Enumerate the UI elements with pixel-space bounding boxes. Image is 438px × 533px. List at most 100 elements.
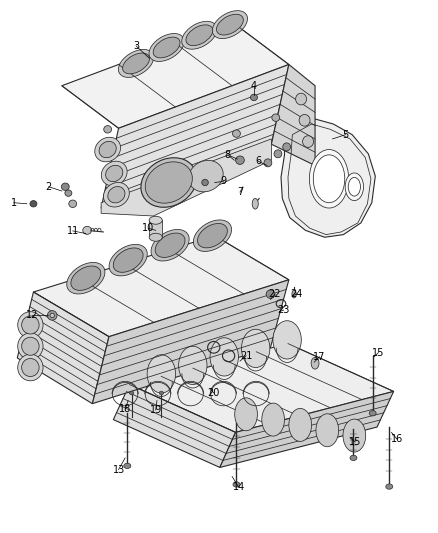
Ellipse shape (216, 14, 244, 35)
Ellipse shape (47, 311, 57, 320)
Ellipse shape (233, 482, 240, 487)
Text: 11: 11 (67, 226, 79, 236)
Polygon shape (281, 117, 375, 237)
Ellipse shape (283, 143, 290, 151)
Ellipse shape (299, 115, 310, 126)
Polygon shape (272, 64, 315, 165)
Text: 21: 21 (240, 351, 252, 361)
Ellipse shape (69, 200, 77, 207)
Text: 8: 8 (225, 150, 231, 160)
Ellipse shape (179, 346, 207, 384)
Ellipse shape (193, 220, 232, 252)
Ellipse shape (155, 233, 185, 257)
Polygon shape (33, 236, 289, 337)
Text: 7: 7 (237, 187, 243, 197)
Ellipse shape (123, 53, 149, 74)
Ellipse shape (210, 338, 238, 376)
Polygon shape (101, 139, 272, 216)
Ellipse shape (241, 329, 270, 368)
Ellipse shape (149, 233, 162, 241)
Ellipse shape (103, 182, 129, 207)
Ellipse shape (145, 162, 192, 203)
Text: 1: 1 (11, 198, 17, 208)
Ellipse shape (104, 126, 112, 133)
Ellipse shape (272, 114, 280, 122)
Ellipse shape (273, 321, 301, 359)
Ellipse shape (369, 410, 376, 416)
Ellipse shape (311, 358, 319, 369)
Ellipse shape (106, 165, 123, 182)
Ellipse shape (303, 136, 314, 148)
Ellipse shape (309, 150, 349, 208)
Ellipse shape (71, 266, 101, 290)
Ellipse shape (61, 183, 69, 190)
Ellipse shape (274, 150, 282, 158)
Ellipse shape (18, 312, 43, 338)
Ellipse shape (118, 50, 154, 77)
Ellipse shape (233, 130, 240, 138)
Ellipse shape (151, 230, 189, 261)
Ellipse shape (83, 227, 92, 235)
Ellipse shape (350, 455, 357, 461)
Text: 10: 10 (142, 223, 154, 233)
Text: 9: 9 (220, 176, 226, 187)
Text: 19: 19 (149, 405, 162, 415)
Ellipse shape (113, 248, 143, 272)
Ellipse shape (292, 290, 296, 298)
Ellipse shape (21, 316, 39, 334)
Ellipse shape (95, 138, 120, 162)
Ellipse shape (198, 223, 227, 248)
Ellipse shape (343, 419, 366, 452)
Ellipse shape (159, 391, 163, 395)
Ellipse shape (316, 414, 339, 447)
Ellipse shape (262, 403, 285, 436)
Text: 4: 4 (251, 81, 257, 91)
Text: 17: 17 (313, 352, 325, 362)
Ellipse shape (236, 156, 244, 165)
Text: 3: 3 (133, 41, 139, 51)
Text: 24: 24 (290, 289, 303, 299)
Ellipse shape (67, 262, 105, 294)
Ellipse shape (21, 337, 39, 356)
Text: 6: 6 (255, 156, 261, 166)
Polygon shape (17, 292, 109, 403)
Ellipse shape (252, 198, 258, 209)
Ellipse shape (202, 179, 208, 185)
Ellipse shape (18, 354, 43, 381)
Text: 18: 18 (119, 404, 131, 414)
Text: 16: 16 (391, 434, 403, 445)
Text: 13: 13 (113, 465, 125, 474)
Text: 15: 15 (372, 348, 385, 358)
Text: 14: 14 (233, 482, 245, 492)
Ellipse shape (235, 398, 258, 431)
Ellipse shape (212, 11, 247, 38)
Ellipse shape (149, 34, 184, 61)
Ellipse shape (189, 160, 223, 192)
Ellipse shape (108, 187, 125, 203)
Ellipse shape (266, 290, 275, 298)
Ellipse shape (264, 159, 272, 167)
Text: 12: 12 (26, 310, 38, 320)
Ellipse shape (101, 161, 127, 185)
Polygon shape (130, 344, 394, 432)
Ellipse shape (149, 216, 162, 224)
Text: 5: 5 (343, 130, 349, 140)
Ellipse shape (296, 93, 307, 105)
Ellipse shape (186, 25, 213, 46)
Ellipse shape (50, 313, 54, 318)
Ellipse shape (386, 484, 393, 489)
Ellipse shape (109, 244, 147, 276)
Ellipse shape (21, 359, 39, 376)
Polygon shape (92, 280, 289, 403)
Ellipse shape (348, 177, 360, 196)
Ellipse shape (147, 355, 176, 393)
Ellipse shape (153, 37, 180, 58)
Ellipse shape (65, 190, 72, 196)
Polygon shape (220, 391, 394, 467)
Polygon shape (149, 220, 162, 237)
Polygon shape (62, 22, 289, 128)
Ellipse shape (141, 158, 197, 207)
Ellipse shape (130, 391, 134, 395)
Text: 2: 2 (46, 182, 52, 192)
Ellipse shape (124, 463, 131, 469)
